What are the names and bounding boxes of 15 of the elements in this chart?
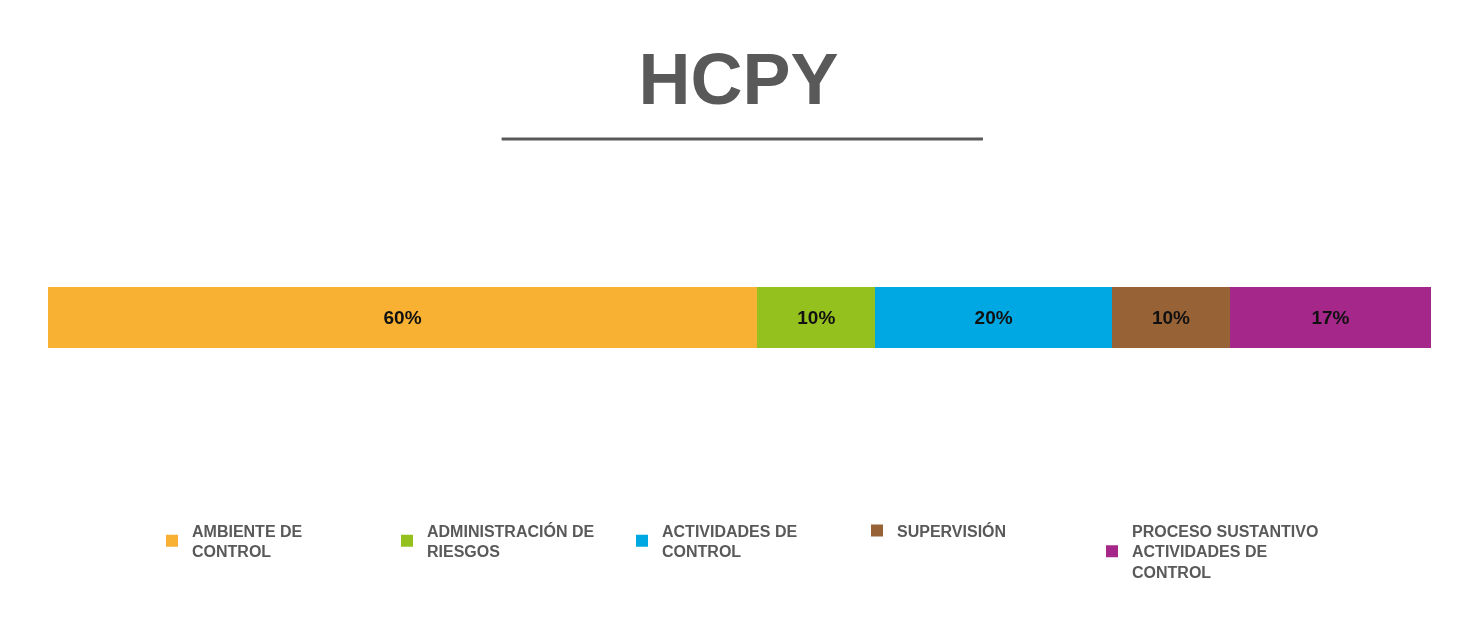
data-label: 20% — [974, 307, 1013, 328]
bar — [875, 287, 1112, 348]
legend-label: AMBIENTE DE CONTROL — [192, 522, 303, 561]
legend-label: ADMINISTRACIÓN DE RIESGOS — [427, 521, 595, 561]
data-label: 10% — [1151, 307, 1191, 328]
data-label: 17% — [1311, 307, 1350, 328]
legend-label: SUPERVISIÓN — [897, 521, 1007, 540]
data-label: 10% — [797, 307, 836, 328]
legend-label: PROCESO SUSTANTIVO ACTIVIDADES DE CONTROL — [1132, 522, 1319, 582]
data-label: 60% — [383, 307, 422, 328]
bar — [757, 287, 876, 348]
bar — [1111, 287, 1231, 348]
bar — [1230, 287, 1431, 348]
chart-title: HCPY — [638, 38, 839, 119]
legend-label: ACTIVIDADES DE CONTROL — [662, 522, 798, 561]
